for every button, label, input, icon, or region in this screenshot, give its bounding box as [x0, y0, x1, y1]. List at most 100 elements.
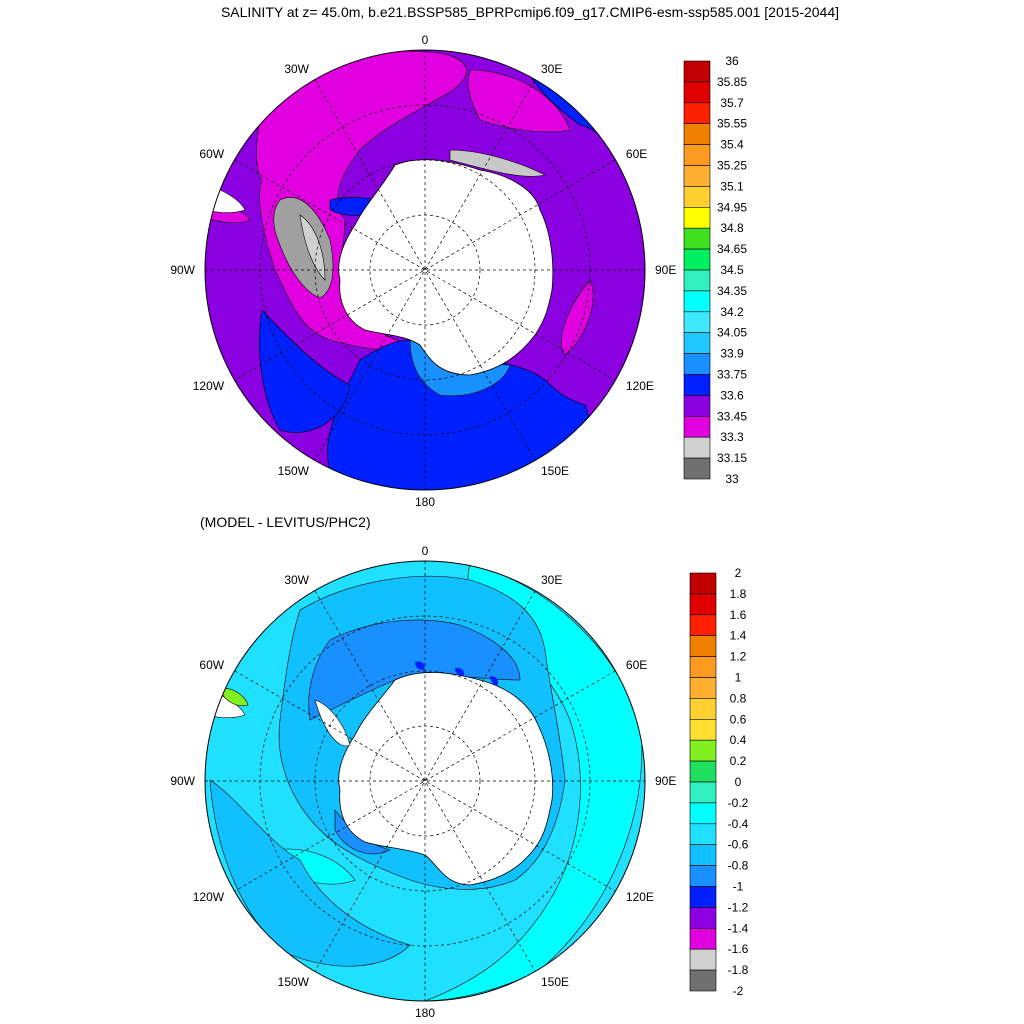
- peninsula: [314, 699, 351, 747]
- colorbar-swatch: [689, 677, 717, 699]
- colorbar-swatch: [689, 635, 717, 657]
- longitude-label: 60E: [626, 658, 647, 672]
- colorbar-swatch: [683, 332, 711, 354]
- colorbar-swatch: [689, 907, 717, 929]
- colorbar-label: 33.15: [717, 451, 747, 465]
- colorbar-swatch: [683, 165, 711, 187]
- longitude-label: 150E: [541, 975, 569, 989]
- colorbar-label: -1.4: [728, 921, 749, 935]
- colorbar-label: 2: [735, 566, 742, 580]
- salty-region-east: [467, 69, 571, 133]
- longitude-label: 0: [422, 33, 429, 47]
- colorbar-label: -1.6: [728, 942, 749, 956]
- colorbar-swatch: [683, 102, 711, 125]
- graticule: [205, 561, 645, 1001]
- colorbar-label: 35.25: [717, 159, 747, 173]
- colorbar-label: 33.75: [717, 368, 747, 382]
- colorbar-label: 33.45: [717, 409, 747, 423]
- colorbar-swatch: [689, 886, 717, 908]
- colorbar-swatch: [683, 415, 711, 438]
- colorbar-label: 36: [725, 54, 739, 68]
- ice-shelf-light: [299, 214, 326, 281]
- colorbar-swatch: [689, 698, 717, 720]
- colorbar-swatch: [689, 823, 717, 845]
- colorbar-label: -1.2: [728, 900, 749, 914]
- colorbar-label: -0.6: [728, 838, 749, 852]
- strong-negative-patch: [415, 661, 425, 670]
- colorbar-swatch: [689, 739, 717, 762]
- colorbar-label: 33.3: [720, 430, 744, 444]
- colorbar-swatch: [683, 311, 711, 333]
- colorbar-label: 34.5: [720, 263, 744, 277]
- colorbar-label: 33.6: [720, 388, 744, 402]
- colorbar-label: 1.4: [730, 629, 747, 643]
- colorbar-label: 34.65: [717, 242, 747, 256]
- colorbar-label: 0.8: [730, 691, 747, 705]
- positive-anomaly: [219, 688, 249, 707]
- colorbar-swatch: [683, 248, 711, 271]
- graticule: [205, 50, 645, 490]
- difference-map: 0 30E 60E 90E 120E 150E 180 150W 120W 90W 60W 30W: [170, 544, 676, 1020]
- fresh-region-west: [259, 309, 351, 433]
- longitude-label: 150W: [278, 464, 310, 478]
- antarctica: [338, 159, 554, 376]
- colorbar-swatch: [683, 123, 711, 145]
- longitude-label: 90E: [655, 774, 676, 788]
- colorbar-label: 34.8: [720, 221, 744, 235]
- longitude-label: 120E: [626, 890, 654, 904]
- colorbar-swatch: [689, 614, 717, 636]
- salinity-colorbar: 36 35.85 35.7 35.55 35.4 35.25 35.1 34.95 34.8 34…: [683, 54, 747, 486]
- longitude-label: 0: [422, 544, 429, 558]
- colorbar-label: 1.8: [730, 587, 747, 601]
- longitude-labels: 0 30E 60E 90E 120E 150E 180 150W 120W 90W 60W 30W: [170, 544, 676, 1020]
- colorbar-swatch: [683, 60, 711, 83]
- longitude-label: 90W: [170, 263, 195, 277]
- antarctica: [338, 672, 554, 886]
- colorbar-label: 35.7: [720, 96, 744, 110]
- colorbar-label: -0.4: [728, 817, 749, 831]
- difference-colorbar: 2 1.8 1.6 1.4 1.2 1 0.8 0.6 0.4 0.2 0 -0.2 -0.4 -0.6 -…: [689, 566, 749, 998]
- longitude-label: 90E: [655, 263, 676, 277]
- colorbar-swatch: [689, 802, 717, 825]
- colorbar-swatch: [689, 948, 717, 971]
- map-frame: [204, 49, 646, 491]
- colorbar-label: 0: [735, 775, 742, 789]
- colorbar-swatch: [689, 927, 717, 950]
- colorbar-swatch: [683, 290, 711, 313]
- colorbar-swatch: [689, 844, 717, 866]
- longitude-label: 30W: [284, 62, 309, 76]
- longitude-label: 30E: [541, 573, 562, 587]
- colorbar-swatch: [689, 760, 717, 783]
- colorbar-label: 35.85: [717, 75, 747, 89]
- ice-shelf: [273, 197, 334, 299]
- colorbar-swatch: [683, 144, 711, 166]
- colorbar-label: 1.6: [730, 608, 747, 622]
- strong-negative-patch: [455, 667, 465, 676]
- colorbar-swatch: [683, 436, 711, 459]
- colorbar-label: 34.2: [720, 305, 744, 319]
- strong-negative-patch: [490, 676, 499, 686]
- colorbar-swatch: [683, 227, 711, 250]
- longitude-label: 120W: [193, 379, 225, 393]
- colorbar-swatch: [683, 186, 711, 208]
- longitude-label: 120W: [193, 890, 225, 904]
- longitude-label: 60W: [199, 147, 224, 161]
- colorbar-swatch: [689, 781, 717, 804]
- longitude-label: 120E: [626, 379, 654, 393]
- colorbar-swatch: [683, 395, 711, 417]
- colorbar-label: -0.8: [728, 859, 749, 873]
- colorbar-swatch: [689, 718, 717, 741]
- colorbar-swatch: [683, 374, 711, 396]
- longitude-label: 30E: [541, 62, 562, 76]
- colorbar-label: 1.2: [730, 650, 747, 664]
- negative-band-sw: [209, 779, 411, 967]
- colorbar-swatch: [689, 865, 717, 887]
- colorbar-label: 34.05: [717, 326, 747, 340]
- longitude-label: 60E: [626, 147, 647, 161]
- colorbar-label: 0.6: [730, 712, 747, 726]
- longitude-label: 150E: [541, 464, 569, 478]
- colorbar-label: -1.8: [728, 963, 749, 977]
- colorbar-swatch: [683, 81, 711, 104]
- colorbar-label: -1: [733, 880, 744, 894]
